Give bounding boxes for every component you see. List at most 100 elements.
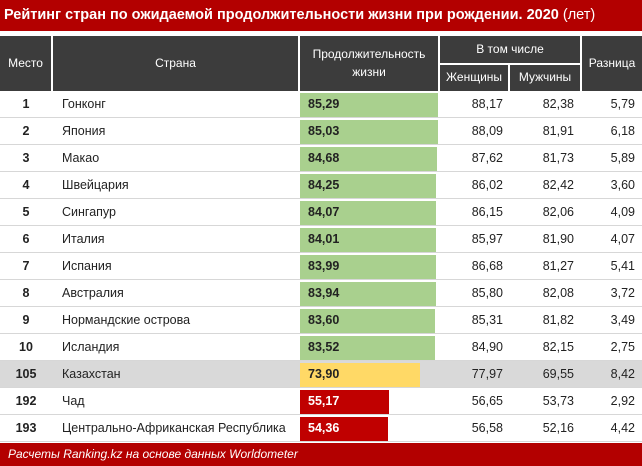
row-divider [0,387,642,388]
men-cell: 69,55 [542,367,574,381]
table-row: 5 Сингапур 84,07 86,15 82,06 4,09 [0,199,642,226]
life-expectancy-cell: 84,07 [308,205,340,219]
difference-cell: 5,89 [610,151,635,165]
rank-cell: 7 [22,259,30,273]
rank-cell: 10 [19,340,33,354]
country-cell: Макао [62,151,100,165]
difference-cell: 3,72 [610,286,635,300]
life-expectancy-bar [300,93,438,117]
difference-cell: 5,79 [610,97,635,111]
men-cell: 82,06 [542,205,574,219]
row-divider [0,117,642,118]
life-expectancy-bar [300,309,435,333]
women-cell: 77,97 [471,367,503,381]
rank-cell: 193 [15,421,37,435]
women-cell: 87,62 [471,151,503,165]
life-expectancy-cell: 84,01 [308,232,340,246]
rank-cell: 3 [22,151,30,165]
women-cell: 84,90 [471,340,503,354]
men-cell: 81,27 [542,259,574,273]
difference-cell: 3,49 [610,313,635,327]
header-place: Место [0,36,51,91]
men-cell: 53,73 [542,394,574,408]
life-expectancy-cell: 83,60 [308,313,340,327]
life-expectancy-cell: 83,99 [308,259,340,273]
life-expectancy-bar [300,201,436,225]
table-header: Место Страна Продолжительность жизни В т… [0,36,642,91]
header-diff: Разница [582,36,642,91]
row-divider [0,252,642,253]
country-cell: Япония [62,124,106,138]
country-cell: Гонконг [62,97,106,111]
header-men: Мужчины [510,65,580,91]
difference-cell: 8,42 [610,367,635,381]
header-life: Продолжительность жизни [300,36,438,91]
country-cell: Австралия [62,286,124,300]
table-row: 1 Гонконг 85,29 88,17 82,38 5,79 [0,91,642,118]
rank-cell: 8 [22,286,30,300]
men-cell: 81,82 [542,313,574,327]
difference-cell: 2,92 [610,394,635,408]
country-cell: Сингапур [62,205,116,219]
life-expectancy-cell: 55,17 [308,394,340,408]
life-expectancy-bar [300,255,436,279]
life-expectancy-bar [300,120,438,144]
country-cell: Италия [62,232,105,246]
women-cell: 56,65 [471,394,503,408]
rank-cell: 105 [15,367,37,381]
row-divider [0,414,642,415]
rank-cell: 9 [22,313,30,327]
men-cell: 52,16 [542,421,574,435]
difference-cell: 3,60 [610,178,635,192]
life-expectancy-bar [300,147,437,171]
life-expectancy-cell: 85,29 [308,97,340,111]
life-expectancy-cell: 84,68 [308,151,340,165]
row-divider [0,441,642,442]
life-expectancy-bar [300,390,389,414]
life-expectancy-cell: 83,52 [308,340,340,354]
life-expectancy-cell: 85,03 [308,124,340,138]
row-divider [0,306,642,307]
life-expectancy-cell: 84,25 [308,178,340,192]
women-cell: 86,68 [471,259,503,273]
country-cell: Исландия [62,340,120,354]
difference-cell: 4,07 [610,232,635,246]
life-expectancy-cell: 83,94 [308,286,340,300]
page-title: Рейтинг стран по ожидаемой продолжительн… [0,0,642,31]
title-unit: (лет) [562,7,596,23]
table-row: 105 Казахстан 73,90 77,97 69,55 8,42 [0,361,642,388]
row-divider [0,279,642,280]
country-cell: Чад [62,394,85,408]
men-cell: 81,73 [542,151,574,165]
women-cell: 85,31 [471,313,503,327]
table-row: 10 Исландия 83,52 84,90 82,15 2,75 [0,334,642,361]
life-expectancy-bar [300,363,420,387]
row-divider [0,225,642,226]
difference-cell: 4,42 [610,421,635,435]
women-cell: 86,02 [471,178,503,192]
row-divider [0,333,642,334]
row-divider [0,360,642,361]
country-cell: Испания [62,259,112,273]
difference-cell: 2,75 [610,340,635,354]
women-cell: 86,15 [471,205,503,219]
women-cell: 56,58 [471,421,503,435]
life-expectancy-bar [300,336,435,360]
table-row: 192 Чад 55,17 56,65 53,73 2,92 [0,388,642,415]
header-women: Женщины [440,65,508,91]
table-row: 3 Макао 84,68 87,62 81,73 5,89 [0,145,642,172]
rank-cell: 4 [22,178,30,192]
row-divider [0,171,642,172]
men-cell: 82,38 [542,97,574,111]
table-row: 4 Швейцария 84,25 86,02 82,42 3,60 [0,172,642,199]
life-expectancy-bar [300,282,436,306]
table-row: 8 Австралия 83,94 85,80 82,08 3,72 [0,280,642,307]
rank-cell: 6 [22,232,30,246]
header-country: Страна [53,36,298,91]
difference-cell: 4,09 [610,205,635,219]
table-row: 193 Центрально-Африканская Республика 54,3… [0,415,642,442]
table-row: 7 Испания 83,99 86,68 81,27 5,41 [0,253,642,280]
life-expectancy-cell: 73,90 [308,367,340,381]
men-cell: 81,91 [542,124,574,138]
life-expectancy-cell: 54,36 [308,421,340,435]
